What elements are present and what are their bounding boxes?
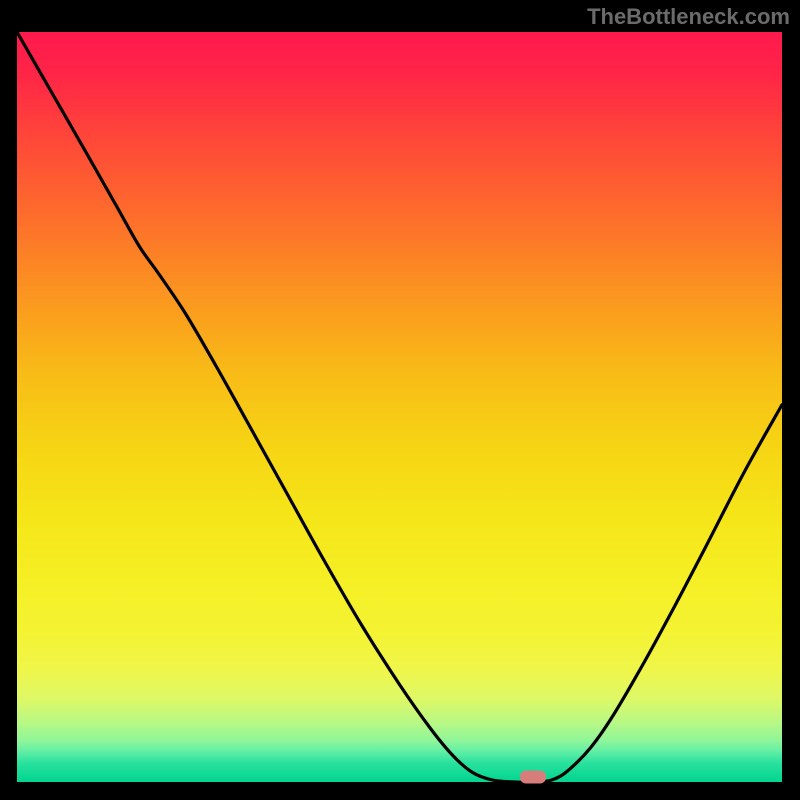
chart-container: TheBottleneck.com (0, 0, 800, 800)
plot-area (17, 32, 782, 782)
bottleneck-chart (17, 32, 782, 782)
watermark-text: TheBottleneck.com (587, 4, 790, 30)
optimal-marker (520, 770, 546, 783)
gradient-background (17, 32, 782, 782)
